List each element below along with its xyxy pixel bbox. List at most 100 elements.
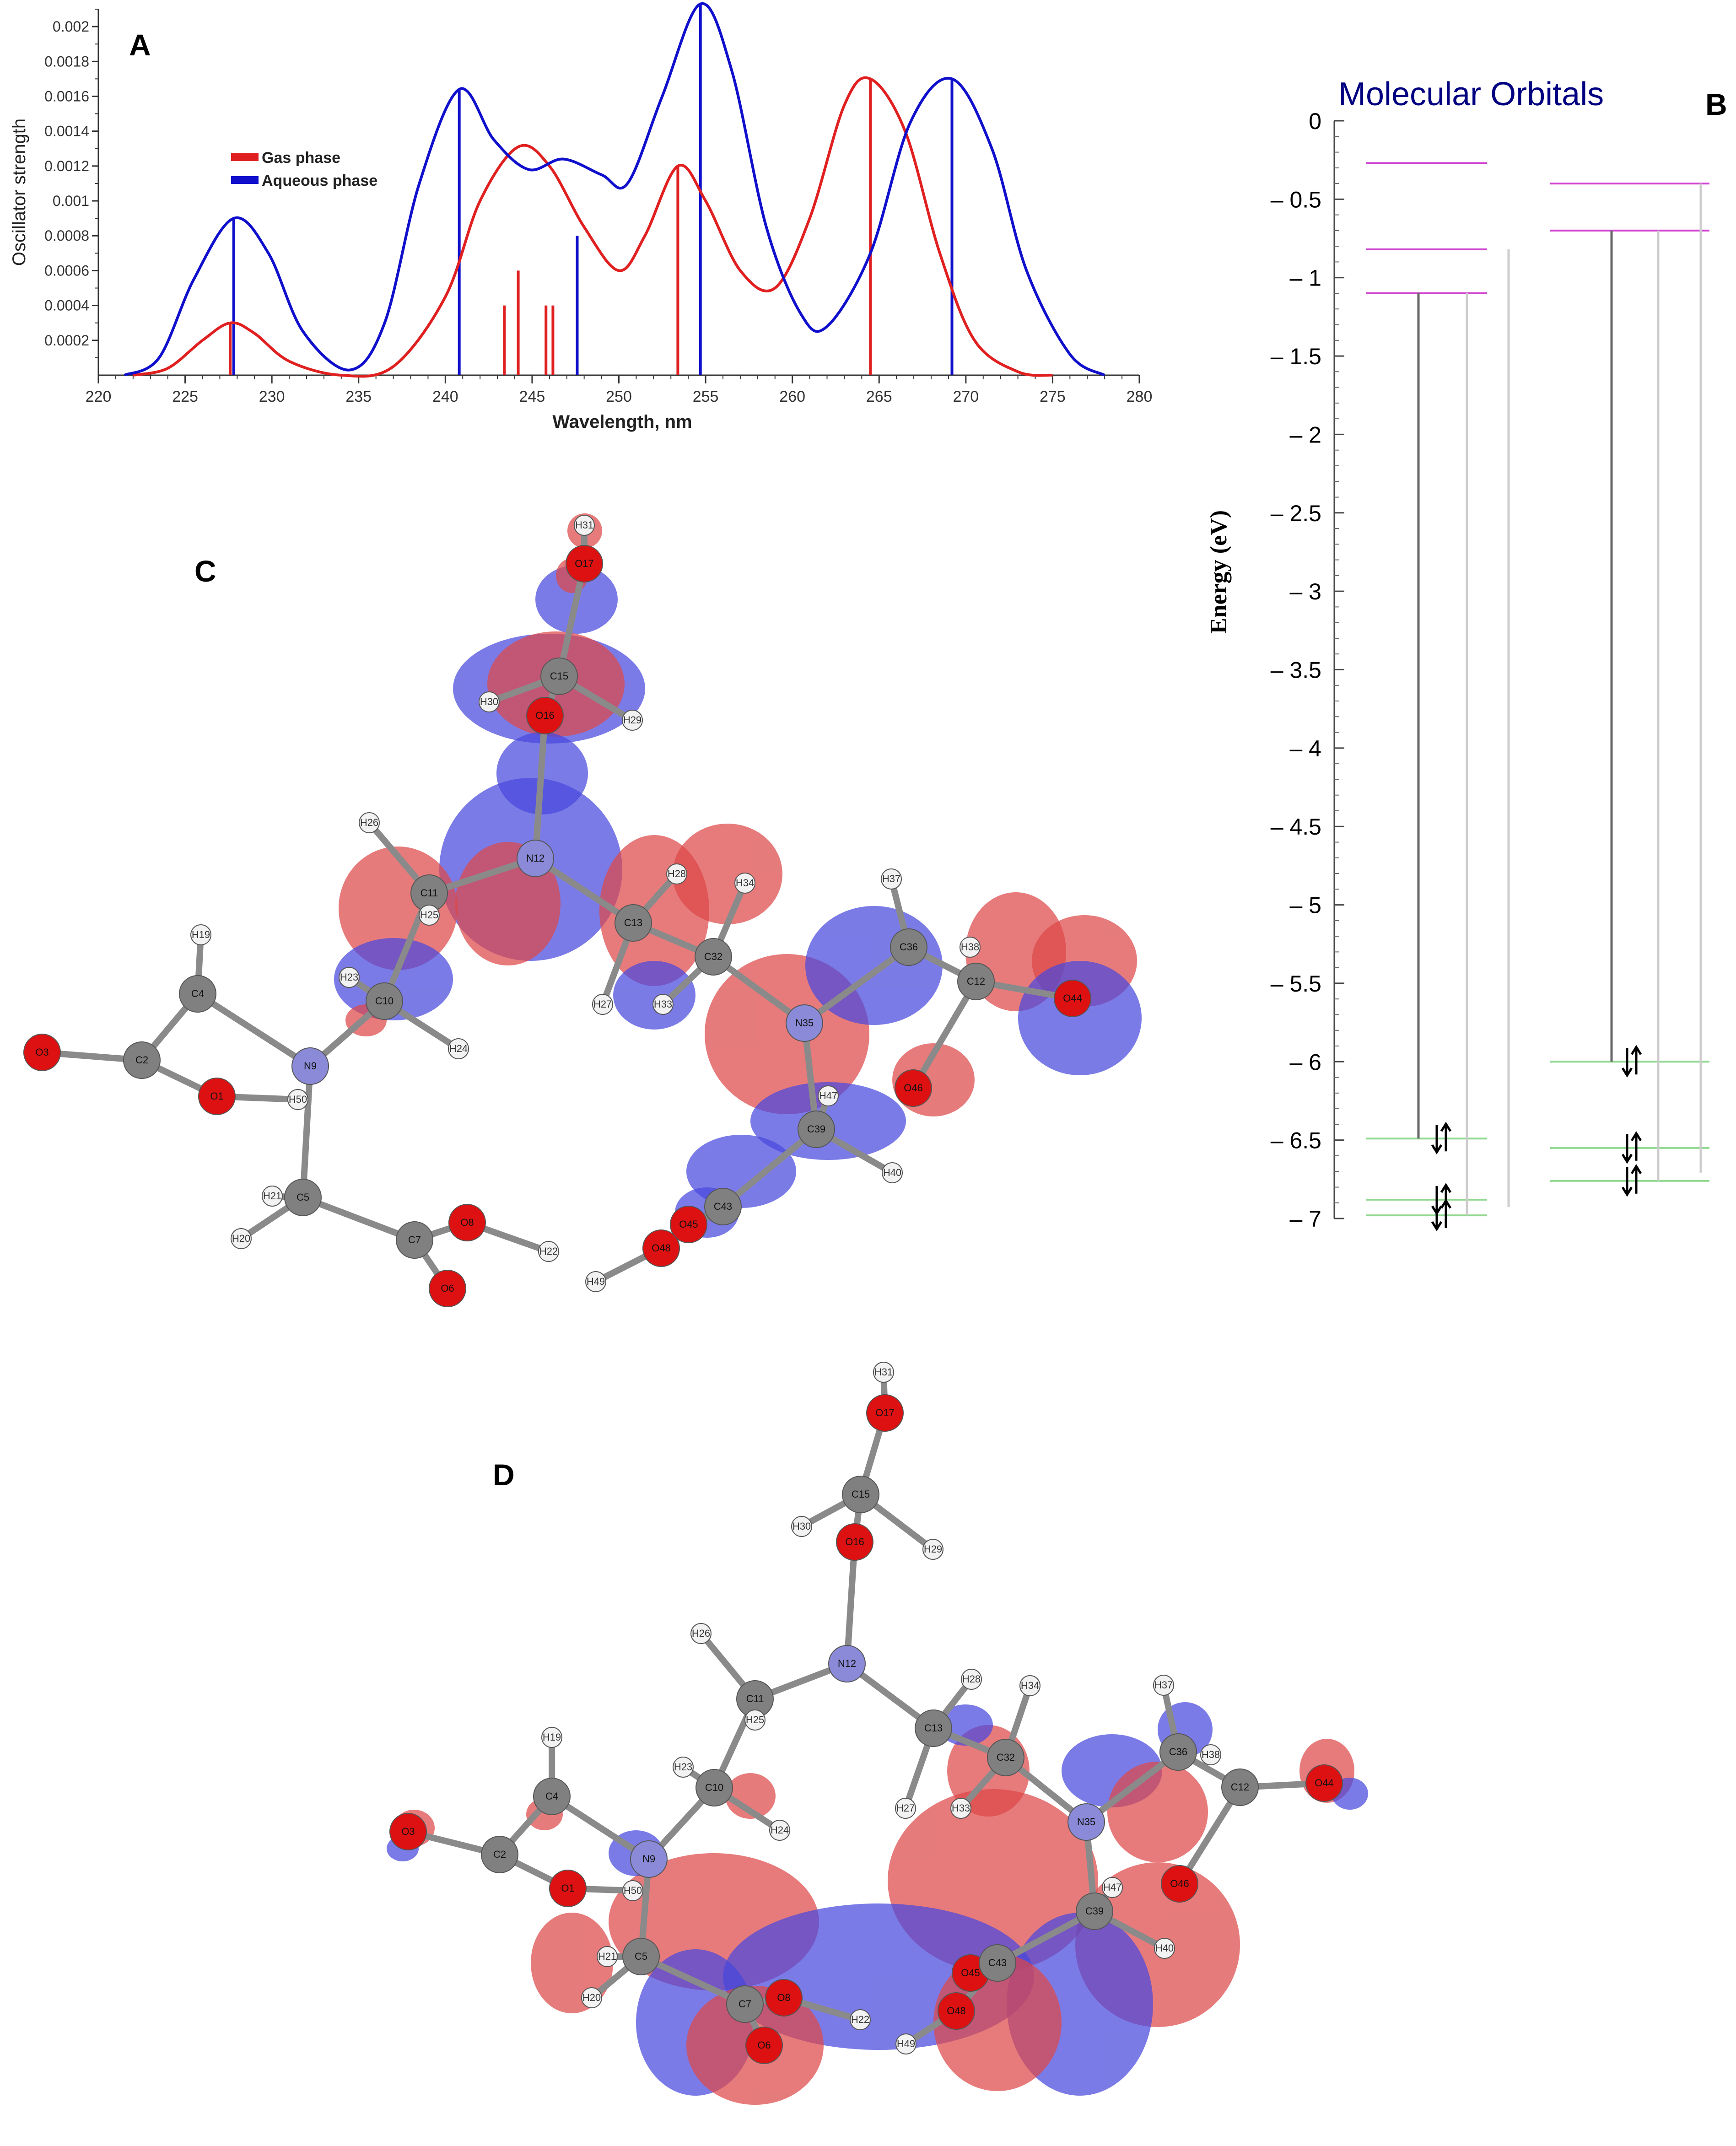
atom-c [915,1709,952,1747]
atom-label: O16 [845,1536,864,1547]
atom-label: C5 [635,1951,647,1962]
y-tick-label: 0.0006 [44,262,89,279]
atom-label: C15 [550,670,568,682]
atom-n [786,1004,823,1042]
atom-h [479,691,500,712]
atom-c [987,1739,1024,1776]
atom-label: C12 [967,976,985,987]
energy-tick-label: – 0.5 [1271,187,1321,212]
atom-h [734,873,755,894]
spin-down-arrow [1621,1134,1633,1164]
atom-h [1153,1675,1174,1696]
bond [844,1539,858,1667]
energy-tick-label: – 6.5 [1271,1128,1321,1154]
energy-tick-label: 0 [1309,108,1321,134]
bond [801,944,912,1026]
x-tick-label: 270 [953,388,979,405]
atom-label: H34 [736,877,754,889]
bond [300,1063,313,1201]
y-tick-label: 0.0004 [44,297,89,314]
atom-c [1221,1769,1259,1806]
atom-h [690,1623,712,1644]
atom-label: H50 [624,1885,642,1896]
atom-label: H19 [192,929,210,940]
energy-tick-label: – 1.5 [1271,344,1321,369]
gas-spectrum-line [133,76,1053,378]
atom-o [1161,1865,1198,1903]
spin-up-arrow [1440,1198,1452,1229]
energy-axis-label: Energy (eV) [1206,510,1232,634]
atom-h [652,994,674,1015]
atom-o [526,697,564,734]
atom-label: H20 [582,1992,601,2003]
atom-label: H50 [289,1094,307,1105]
atom-label: C15 [852,1488,870,1500]
atom-label: C13 [624,917,642,928]
atom-h [1019,1675,1041,1696]
atom-c [540,658,578,695]
bond [1176,1784,1243,1887]
atom-c [798,1111,835,1148]
spin-up-arrow [1630,1164,1642,1194]
atom-label: H34 [1021,1680,1039,1691]
atom-label: H49 [587,1276,605,1287]
atom-label: H24 [449,1043,468,1054]
atom-o [566,545,603,582]
bond [556,561,588,679]
atom-h [231,1228,252,1249]
atom-label: H38 [961,941,979,953]
bond [194,991,313,1069]
atom-label: H27 [593,998,612,1010]
bond [532,855,636,926]
atom-h [359,812,380,833]
atom-label: C7 [408,1234,421,1246]
bond [1083,1749,1181,1825]
x-tick-label: 265 [866,388,892,405]
atom-label: H49 [897,2038,915,2049]
atom-label: H30 [793,1521,811,1532]
x-tick-label: 245 [519,388,545,405]
atom-label: N12 [838,1658,856,1669]
atom-label: H26 [692,1628,710,1639]
atom-o [642,1229,680,1267]
legend-gas-label: Gas phase [262,149,340,167]
atom-label: O3 [35,1046,49,1058]
atom-label: O17 [575,558,594,569]
atom-h [622,1880,643,1901]
atom-h [585,1271,606,1292]
atom-h [882,1162,903,1183]
spin-down-arrow [1431,1202,1443,1231]
panel-label-c: C [194,554,216,588]
spin-up-arrow [1440,1122,1452,1152]
atom-o [765,1979,803,2017]
atom-c [957,963,995,1000]
atom-o [198,1078,236,1115]
atom-label: H37 [1154,1679,1173,1691]
energy-tick-label: – 2 [1289,422,1321,448]
atom-label: H25 [420,909,438,921]
spin-up-arrow [1630,1045,1642,1075]
atom-label: H47 [1103,1882,1121,1893]
atom-o [745,2027,783,2064]
spin-down-arrow [1621,1048,1633,1078]
atom-c [179,975,216,1013]
atom-label: H29 [623,714,642,726]
atom-label: H40 [883,1167,901,1178]
atom-label: N9 [304,1060,317,1072]
atom-label: H33 [654,998,672,1010]
atom-h [881,868,902,890]
atom-h [895,2033,917,2054]
atom-label: H24 [771,1824,789,1836]
atom-c [704,1188,742,1225]
y-tick-label: 0.0008 [44,227,89,244]
x-tick-label: 225 [172,388,198,405]
atom-label: O8 [777,1992,790,2003]
atom-o [1305,1764,1343,1802]
atom-h [818,1085,839,1106]
legend-aqueous-swatch [231,176,259,184]
atom-h [744,1709,766,1731]
atom-label: C36 [1169,1746,1187,1758]
atom-label: O44 [1315,1777,1334,1789]
atom-label: N12 [526,852,545,864]
atom-o [448,1204,486,1241]
